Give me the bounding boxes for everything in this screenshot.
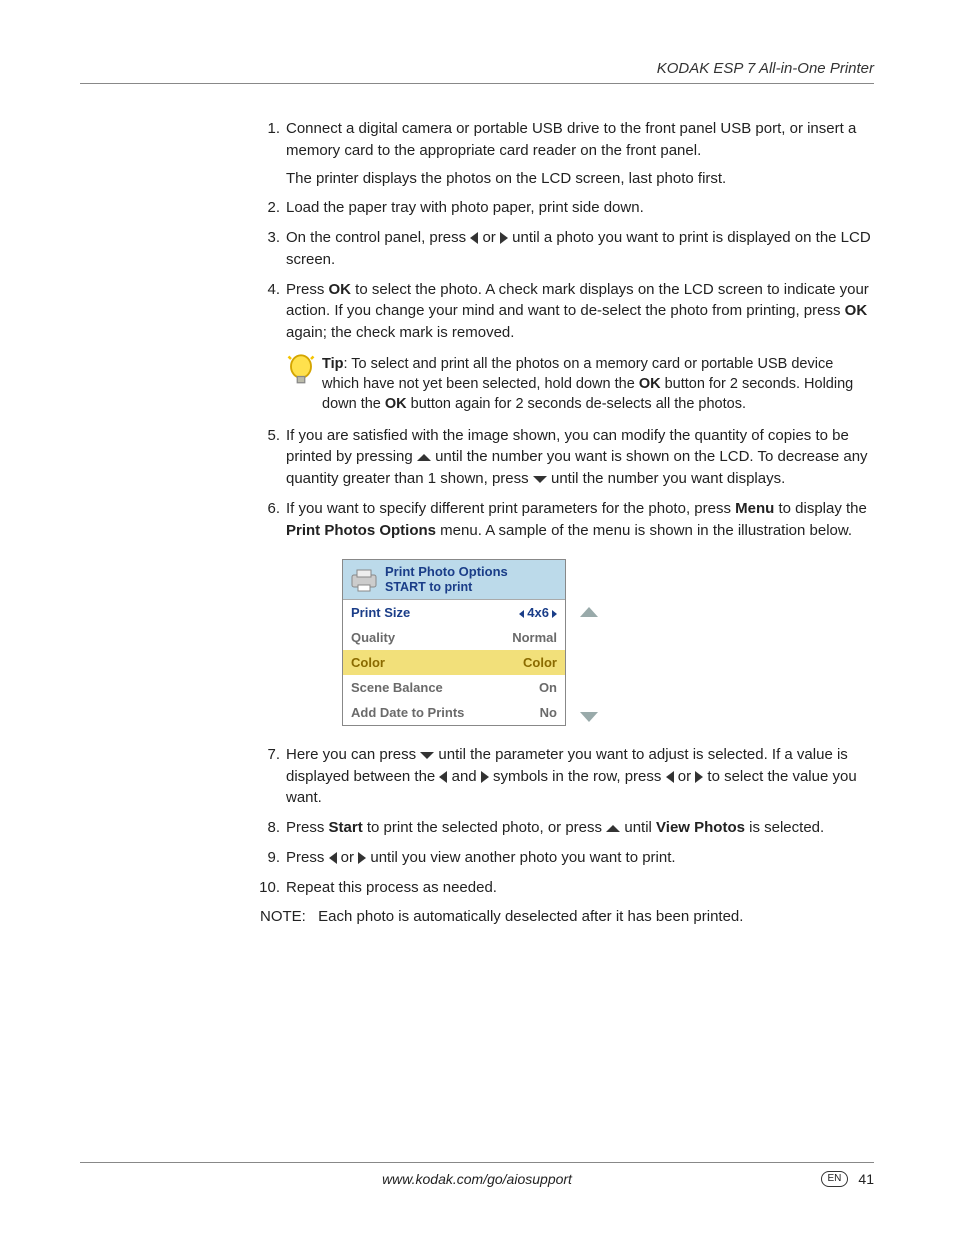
menu-row-label: Print Size: [351, 605, 410, 620]
step-text: The printer displays the photos on the L…: [286, 168, 874, 190]
menu-row: Quality Normal: [343, 625, 565, 650]
page-footer: www.kodak.com/go/aiosupport EN 41: [80, 1162, 874, 1187]
scroll-up-icon: [580, 607, 598, 617]
page-number: 41: [858, 1171, 874, 1187]
step: 5.If you are satisfied with the image sh…: [260, 425, 874, 490]
steps-list: 1.Connect a digital camera or portable U…: [260, 118, 874, 541]
menu-row: Scene Balance On: [343, 675, 565, 700]
step-number: 8.: [256, 817, 280, 839]
step: 9.Press or until you view another photo …: [260, 847, 874, 869]
step-text: If you want to specify different print p…: [286, 498, 874, 542]
arrow-right-icon: [481, 771, 489, 783]
step-text: On the control panel, press or until a p…: [286, 227, 874, 271]
printer-icon: [349, 567, 379, 593]
step-number: 2.: [256, 197, 280, 219]
step-text: Load the paper tray with photo paper, pr…: [286, 197, 874, 219]
arrow-left-icon: [439, 771, 447, 783]
arrow-left-icon: [329, 852, 337, 864]
note: NOTE: Each photo is automatically desele…: [260, 906, 874, 928]
note-text: Each photo is automatically deselected a…: [318, 908, 743, 925]
menu-row-value: 4x6: [519, 605, 557, 620]
menu-row-value: Normal: [512, 630, 557, 645]
step: 3.On the control panel, press or until a…: [260, 227, 874, 271]
arrow-left-icon: [666, 771, 674, 783]
menu-row: Add Date to Prints No: [343, 700, 565, 725]
menu-row-value: No: [540, 705, 557, 720]
step: 4.Press OK to select the photo. A check …: [260, 279, 874, 415]
menu-row: Color Color: [343, 650, 565, 675]
step-number: 5.: [256, 425, 280, 447]
menu-title-1: Print Photo Options: [385, 564, 508, 580]
tip-text: Tip: To select and print all the photos …: [322, 354, 874, 415]
step-text: Press or until you view another photo yo…: [286, 847, 874, 869]
step-number: 10.: [256, 877, 280, 899]
arrow-right-icon: [500, 232, 508, 244]
arrow-down-icon: [420, 752, 434, 759]
step-text: Press Start to print the selected photo,…: [286, 817, 874, 839]
menu-header: Print Photo Options START to print: [343, 560, 565, 600]
step: 2.Load the paper tray with photo paper, …: [260, 197, 874, 219]
menu-row-label: Scene Balance: [351, 680, 443, 695]
arrow-down-icon: [533, 476, 547, 483]
step-number: 9.: [256, 847, 280, 869]
menu-row-value: On: [539, 680, 557, 695]
menu-row-label: Color: [351, 655, 385, 670]
lightbulb-icon: [286, 354, 316, 415]
menu-row: Print Size 4x6: [343, 600, 565, 625]
menu-row-value: Color: [523, 655, 557, 670]
step-number: 4.: [256, 279, 280, 301]
step: 1.Connect a digital camera or portable U…: [260, 118, 874, 189]
step-number: 1.: [256, 118, 280, 140]
arrow-up-icon: [606, 825, 620, 832]
step-number: 3.: [256, 227, 280, 249]
tip-box: Tip: To select and print all the photos …: [286, 354, 874, 415]
step: 10.Repeat this process as needed.: [260, 877, 874, 899]
menu-title-2: START to print: [385, 580, 508, 595]
step: 6.If you want to specify different print…: [260, 498, 874, 542]
step-text: Connect a digital camera or portable USB…: [286, 118, 874, 162]
note-label: NOTE:: [260, 906, 314, 928]
step-text: If you are satisfied with the image show…: [286, 425, 874, 490]
step-text: Press OK to select the photo. A check ma…: [286, 279, 874, 344]
menu-row-label: Quality: [351, 630, 395, 645]
arrow-up-icon: [417, 454, 431, 461]
menu-illustration: Print Photo Options START to print Print…: [342, 559, 612, 726]
page-header: KODAK ESP 7 All-in-One Printer: [80, 60, 874, 84]
step-text: Here you can press until the parameter y…: [286, 744, 874, 809]
step-number: 7.: [256, 744, 280, 766]
menu-row-label: Add Date to Prints: [351, 705, 464, 720]
steps-list-cont: 7.Here you can press until the parameter…: [260, 744, 874, 899]
arrow-right-icon: [358, 852, 366, 864]
scroll-down-icon: [580, 712, 598, 722]
footer-url: www.kodak.com/go/aiosupport: [382, 1171, 572, 1187]
step: 7.Here you can press until the parameter…: [260, 744, 874, 809]
step-text: Repeat this process as needed.: [286, 877, 874, 899]
step-number: 6.: [256, 498, 280, 520]
lang-badge: EN: [821, 1171, 849, 1187]
arrow-right-icon: [695, 771, 703, 783]
arrow-left-icon: [470, 232, 478, 244]
step: 8.Press Start to print the selected phot…: [260, 817, 874, 839]
